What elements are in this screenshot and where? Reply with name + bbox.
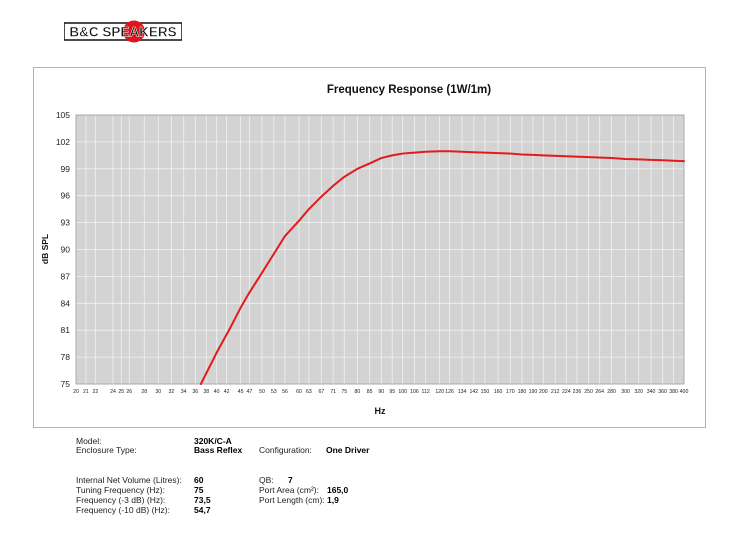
x-tick-label: 80 <box>354 389 360 395</box>
tuning-label: Tuning Frequency (Hz): <box>76 485 165 495</box>
series-layer <box>199 150 685 385</box>
x-tick-label: 45 <box>238 389 244 395</box>
x-axis-label: Hz <box>375 406 386 416</box>
x-tick-label: 106 <box>410 389 419 395</box>
x-tick-label: 112 <box>422 389 430 395</box>
x-tick-label: 26 <box>126 389 132 395</box>
y-tick-label: 90 <box>61 245 71 255</box>
y-axis-label: dB SPL <box>40 234 50 264</box>
x-tick-labels: 20 21 22 24 25 26 28 30 32 34 36 38 40 42 45 47 50 53 56 60… <box>73 389 688 395</box>
x-tick-label: 320 <box>634 389 643 395</box>
plot-border <box>75 114 685 385</box>
y-tick-label: 78 <box>61 352 71 362</box>
x-tick-label: 95 <box>389 389 395 395</box>
y-tick-label: 84 <box>61 298 71 308</box>
x-tick-label: 250 <box>584 389 593 395</box>
y-tick-label: 96 <box>61 191 71 201</box>
enclosure-label: Enclosure Type: <box>76 445 137 455</box>
x-tick-label: 300 <box>621 389 630 395</box>
x-tick-label: 360 <box>658 389 667 395</box>
y-tick-label: 102 <box>56 137 70 147</box>
f3-label: Frequency (-3 dB) (Hz): <box>76 495 166 505</box>
f10-label: Frequency (-10 dB) (Hz): <box>76 505 170 515</box>
x-tick-label: 71 <box>330 389 336 395</box>
configuration-value: One Driver <box>326 445 370 455</box>
bc-speakers-logo: B&C SPEAKERS <box>63 20 183 44</box>
x-tick-label: 160 <box>494 389 503 395</box>
x-tick-label: 380 <box>669 389 678 395</box>
x-tick-label: 280 <box>607 389 616 395</box>
x-tick-label: 150 <box>481 389 490 395</box>
logo-graphic: B&C SPEAKERS <box>63 20 183 43</box>
tuning-value: 75 <box>194 485 204 495</box>
chart-frame: Frequency Response (1W/1m) 75 78 81 84 87 90 9… <box>33 67 706 428</box>
x-tick-label: 400 <box>680 389 689 395</box>
x-tick-label: 85 <box>367 389 373 395</box>
x-tick-label: 75 <box>341 389 347 395</box>
x-tick-label: 100 <box>398 389 407 395</box>
x-tick-label: 22 <box>92 389 98 395</box>
x-tick-label: 24 <box>110 389 116 395</box>
y-tick-label: 81 <box>61 325 71 335</box>
port-area-value: 165,0 <box>327 485 349 495</box>
x-tick-label: 63 <box>306 389 312 395</box>
x-tick-label: 36 <box>192 389 198 395</box>
f10-value: 54,7 <box>194 505 211 515</box>
x-tick-label: 340 <box>647 389 656 395</box>
x-tick-label: 34 <box>181 389 187 395</box>
x-tick-label: 190 <box>529 389 538 395</box>
x-tick-label: 25 <box>118 389 124 395</box>
x-tick-label: 42 <box>224 389 230 395</box>
x-tick-label: 53 <box>271 389 277 395</box>
x-tick-label: 200 <box>539 389 548 395</box>
y-tick-labels: 75 78 81 84 87 90 93 96 99 102 105 <box>56 110 70 389</box>
configuration-label: Configuration: <box>259 445 312 455</box>
x-tick-label: 170 <box>506 389 515 395</box>
x-tick-label: 21 <box>83 389 89 395</box>
x-tick-label: 90 <box>378 389 384 395</box>
x-tick-label: 30 <box>155 389 161 395</box>
x-tick-label: 56 <box>282 389 288 395</box>
chart-title: Frequency Response (1W/1m) <box>327 84 491 96</box>
qb-value: 7 <box>288 475 293 485</box>
frequency-response-line <box>199 150 685 385</box>
x-tick-label: 180 <box>518 389 527 395</box>
qb-label: QB: <box>259 475 274 485</box>
x-tick-label: 142 <box>469 389 478 395</box>
y-tick-label: 105 <box>56 110 70 120</box>
port-length-label: Port Length (cm): <box>259 495 325 505</box>
port-length-value: 1,9 <box>327 495 339 505</box>
enclosure-specs: Model: 320K/C-A Enclosure Type: Bass Ref… <box>76 436 596 537</box>
f3-value: 73,5 <box>194 495 211 505</box>
x-tick-label: 40 <box>214 389 220 395</box>
enclosure-value: Bass Reflex <box>194 445 243 455</box>
x-tick-label: 32 <box>168 389 174 395</box>
x-tick-label: 50 <box>259 389 265 395</box>
x-tick-label: 126 <box>445 389 454 395</box>
volume-label: Internal Net Volume (Litres): <box>76 475 182 485</box>
x-tick-label: 47 <box>247 389 253 395</box>
grid-lines <box>75 114 685 385</box>
y-tick-label: 75 <box>61 379 71 389</box>
x-tick-label: 28 <box>141 389 147 395</box>
y-tick-label: 87 <box>61 271 71 281</box>
model-value: 320K/C-A <box>194 436 232 446</box>
logo-text: B&C SPEAKERS <box>69 25 176 40</box>
volume-value: 60 <box>194 475 204 485</box>
x-tick-label: 236 <box>573 389 582 395</box>
x-tick-label: 134 <box>458 389 467 395</box>
x-tick-label: 224 <box>562 389 571 395</box>
x-tick-label: 67 <box>318 389 324 395</box>
y-tick-label: 93 <box>61 218 71 228</box>
x-tick-label: 20 <box>73 389 79 395</box>
x-tick-label: 212 <box>551 389 560 395</box>
frequency-response-chart: Frequency Response (1W/1m) 75 78 81 84 87 90 9… <box>40 84 688 416</box>
model-label: Model: <box>76 436 102 446</box>
x-tick-label: 120 <box>435 389 444 395</box>
x-tick-label: 60 <box>296 389 302 395</box>
x-tick-label: 38 <box>203 389 209 395</box>
y-tick-label: 99 <box>61 164 71 174</box>
x-tick-label: 264 <box>595 389 604 395</box>
port-area-label: Port Area (cm²): <box>259 485 319 495</box>
